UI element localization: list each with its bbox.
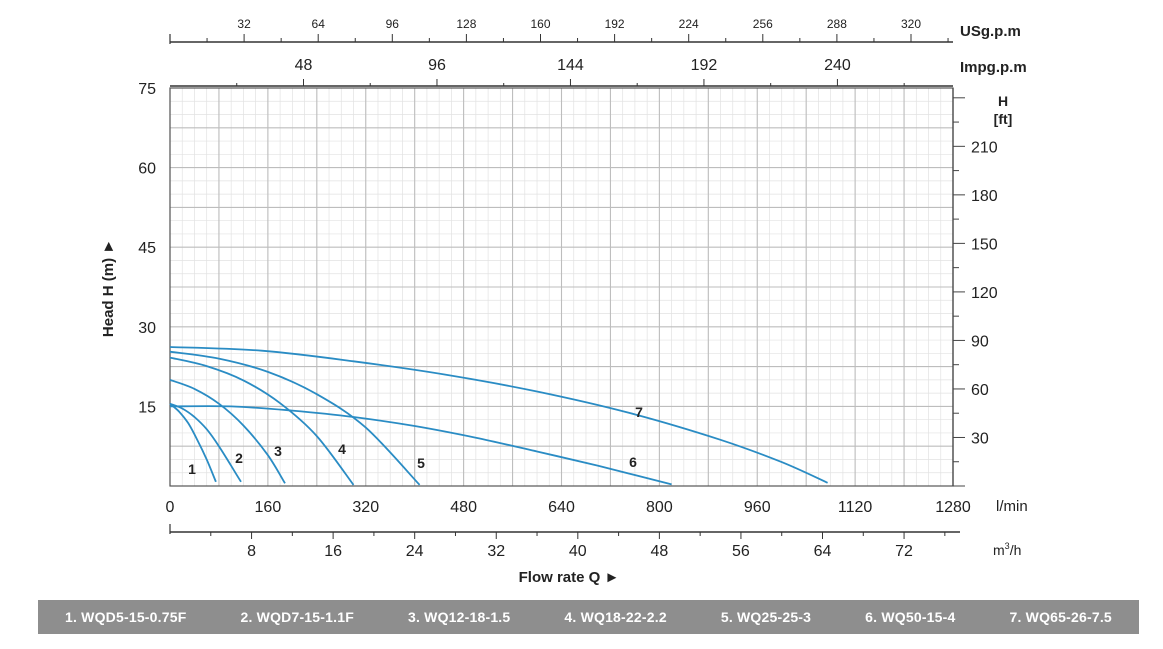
curve-label-6: 6: [629, 454, 637, 470]
m3h-unit-base: m: [993, 542, 1005, 558]
ft-unit-label-h: H: [998, 93, 1008, 109]
curve-3: [169, 379, 286, 484]
y-tick-label: 15: [138, 399, 156, 416]
y-tick-label: 75: [138, 81, 156, 98]
m3h-unit-label: m3/h: [993, 541, 1021, 558]
m3h-unit-tail: /h: [1010, 542, 1022, 558]
usgpm-unit-label: USg.p.m: [960, 23, 1021, 40]
legend-item-5: 5. WQ25-25-3: [720, 609, 812, 625]
usgpm-tick-label: 288: [827, 17, 847, 31]
m3h-tick-label: 8: [247, 543, 256, 560]
x-tick-label: 480: [450, 499, 477, 516]
ft-tick-label: 60: [971, 382, 989, 399]
legend-item-1: 1. WQD5-15-0.75F: [65, 609, 187, 625]
ft-tick-label: 150: [971, 236, 998, 253]
ft-tick-label: 30: [971, 430, 989, 447]
curve-label-4: 4: [338, 441, 346, 457]
x-tick-label: 160: [255, 499, 282, 516]
usgpm-tick-label: 64: [312, 17, 326, 31]
m3h-tick-label: 64: [814, 543, 832, 560]
curve-4: [169, 356, 355, 486]
ft-tick-label: 210: [971, 139, 998, 156]
curve-label-1: 1: [188, 461, 196, 477]
x-tick-label: 0: [166, 499, 175, 516]
x-unit-label: l/min: [996, 498, 1028, 515]
usgpm-tick-label: 128: [456, 17, 476, 31]
legend-item-7: 7. WQ65-26-7.5: [1009, 609, 1112, 625]
curve-7: [169, 346, 828, 484]
curve-1: [169, 403, 217, 483]
x-tick-label: 1120: [838, 499, 873, 516]
ft-tick-label: 90: [971, 333, 989, 350]
x-tick-label: 960: [744, 499, 771, 516]
x-tick-label: 800: [646, 499, 673, 516]
m3h-tick-label: 16: [324, 543, 342, 560]
impgpm-tick-label: 96: [428, 57, 446, 74]
usgpm-tick-label: 160: [530, 17, 550, 31]
axis-labels: Head H (m) ► Flow rate Q ► l/min m3/h US…: [100, 23, 1028, 586]
usgpm-tick-label: 256: [753, 17, 773, 31]
curve-5: [169, 350, 421, 486]
impgpm-tick-label: 240: [824, 57, 851, 74]
y-axis-label: Head H (m) ►: [100, 239, 117, 337]
impgpm-tick-label: 48: [295, 57, 313, 74]
usgpm-tick-label: 320: [901, 17, 921, 31]
curve-6: [169, 405, 672, 486]
y-tick-label: 60: [138, 161, 156, 178]
curve-label-7: 7: [635, 404, 643, 420]
legend-item-2: 2. WQD7-15-1.1F: [240, 609, 354, 625]
legend-item-3: 3. WQ12-18-1.5: [407, 609, 511, 625]
impgpm-unit-label: Impg.p.m: [960, 59, 1027, 76]
curve-2: [169, 402, 242, 483]
m3h-tick-label: 56: [732, 543, 750, 560]
y-tick-label: 45: [138, 240, 156, 257]
ft-unit-label-ft: [ft]: [994, 111, 1013, 127]
curve-label-3: 3: [274, 443, 282, 459]
ft-tick-label: 180: [971, 188, 998, 205]
legend-item-6: 6. WQ50-15-4: [865, 609, 956, 625]
m3h-tick-label: 40: [569, 543, 587, 560]
ft-tick-label: 120: [971, 285, 998, 302]
y-tick-label: 30: [138, 320, 156, 337]
m3h-tick-label: 72: [895, 543, 913, 560]
m3h-tick-label: 24: [406, 543, 424, 560]
usgpm-tick-label: 224: [679, 17, 699, 31]
usgpm-tick-label: 192: [605, 17, 625, 31]
m3h-tick-label: 32: [487, 543, 505, 560]
x-axis-label: Flow rate Q ►: [519, 569, 620, 586]
impgpm-tick-label: 192: [691, 57, 718, 74]
m3h-unit-sup: 3: [1005, 541, 1010, 551]
usgpm-tick-label: 32: [237, 17, 251, 31]
performance-curves: 1 2 3 4 5 6 7: [169, 346, 828, 486]
impgpm-tick-label: 144: [557, 57, 584, 74]
m3h-tick-label: 48: [650, 543, 668, 560]
plot-grid: [169, 87, 954, 487]
x-tick-label: 1280: [935, 499, 971, 516]
legend-bar: 1. WQD5-15-0.75F 2. WQD7-15-1.1F 3. WQ12…: [38, 600, 1139, 634]
curve-label-5: 5: [417, 455, 425, 471]
x-tick-label: 640: [548, 499, 575, 516]
legend-item-4: 4. WQ18-22-2.2: [564, 609, 667, 625]
curve-label-2: 2: [235, 450, 243, 466]
usgpm-tick-label: 96: [386, 17, 400, 31]
x-tick-label: 320: [352, 499, 379, 516]
